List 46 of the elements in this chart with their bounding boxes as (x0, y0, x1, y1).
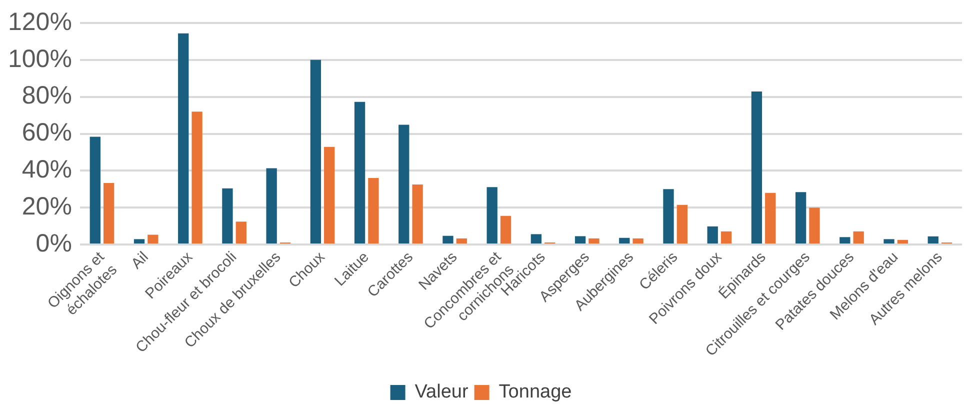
bar (751, 91, 762, 244)
bar (222, 188, 233, 244)
bar (588, 238, 600, 244)
bar (368, 178, 379, 244)
bar (192, 112, 202, 244)
bar (574, 236, 586, 244)
bar (707, 226, 718, 244)
bar (676, 204, 688, 244)
bar (809, 208, 820, 244)
bar (90, 136, 100, 244)
bar (619, 238, 630, 244)
y-tick-label: 0% (36, 229, 72, 258)
bar (720, 231, 732, 244)
bar (236, 222, 246, 244)
bar (853, 231, 864, 244)
bar (442, 236, 454, 244)
legend-label: Valeur (414, 382, 469, 403)
bar (148, 234, 158, 244)
y-tick-label: 20% (22, 192, 72, 220)
legend-label: Tonnage (498, 382, 572, 403)
bar (398, 124, 410, 244)
bar (840, 237, 850, 244)
bar (412, 184, 423, 244)
bar (486, 187, 498, 244)
bar (456, 238, 467, 244)
bar (663, 189, 674, 244)
bar (632, 238, 644, 244)
bar (884, 239, 894, 244)
bar (765, 192, 776, 244)
y-tick-label: 40% (22, 156, 72, 184)
bar (530, 234, 542, 244)
y-tick-label: 60% (22, 118, 72, 147)
bar (266, 168, 277, 244)
bar (134, 239, 145, 244)
bar (354, 102, 366, 244)
bar (897, 240, 908, 244)
y-tick-label: 120% (8, 8, 72, 36)
y-tick-label: 100% (8, 44, 72, 73)
bar (795, 192, 806, 244)
bar (500, 216, 512, 244)
bar (103, 183, 114, 244)
bar (178, 33, 189, 244)
bar (324, 146, 335, 244)
bar (928, 236, 938, 244)
bar (310, 60, 322, 244)
y-tick-label: 80% (22, 82, 72, 110)
